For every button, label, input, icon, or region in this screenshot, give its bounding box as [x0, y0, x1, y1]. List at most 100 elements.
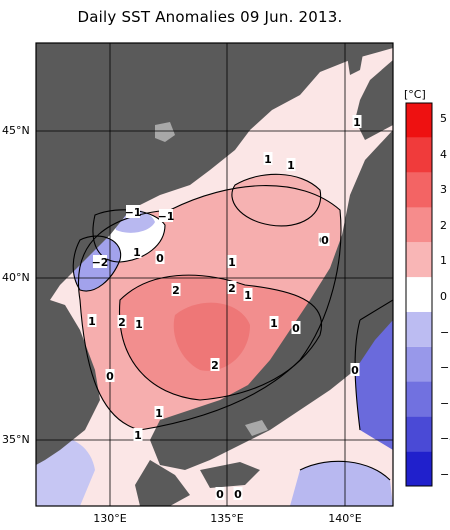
contour-label: 0	[156, 252, 164, 265]
contour-north	[231, 173, 322, 227]
contour-label-bg	[320, 233, 330, 246]
map-title: Daily SST Anomalies 09 Jun. 2013.	[77, 8, 343, 26]
colorbar-tick-label: 3	[440, 183, 447, 197]
colorbar-swatch	[406, 137, 432, 173]
contour-minus2	[72, 235, 122, 292]
contour-plus1	[78, 185, 342, 431]
contour-label-bg	[87, 314, 97, 327]
land-sakhalin	[345, 43, 365, 75]
colorbar-tick-label: 1	[440, 254, 447, 268]
contour-label: 1	[135, 318, 143, 331]
contour-label-bg	[93, 255, 107, 268]
contour-label-bg	[210, 358, 220, 371]
lat-label-35n: 35°N	[2, 433, 30, 446]
contour-label: −1	[158, 210, 175, 223]
contour-label: 0	[234, 488, 242, 501]
contour-label-bg	[154, 406, 164, 419]
land-shikoku	[200, 462, 260, 488]
colorbar-tick-label: 4	[440, 147, 447, 161]
colorbar-swatch	[406, 381, 432, 417]
contour-label-bg	[117, 315, 127, 328]
colorbar	[405, 102, 433, 487]
contour-label: 1	[244, 289, 252, 302]
contour-label-bg	[126, 205, 140, 218]
colorbar-tick-label: −4	[440, 432, 450, 446]
contour-label-bg	[155, 251, 165, 264]
lon-label-130e: 130°E	[93, 512, 127, 525]
colorbar-swatch	[406, 311, 432, 347]
colorbar-tick-label: 2	[440, 218, 447, 232]
contour-label: 1	[134, 429, 142, 442]
colorbar-swatch	[406, 103, 432, 138]
contour-south	[299, 460, 391, 481]
graticule	[36, 43, 393, 506]
map-frame	[35, 42, 394, 507]
contour-label-bg	[286, 158, 296, 171]
contour-label: 2	[172, 284, 180, 297]
contour-label-bg	[105, 369, 115, 382]
contour-label: 2	[228, 282, 236, 295]
contour-label: 1	[353, 116, 361, 129]
contour-label: 1	[264, 153, 272, 166]
colorbar-swatch	[406, 207, 432, 243]
contour-label: 1	[155, 407, 163, 420]
anomaly-region-plus3	[173, 302, 250, 371]
contour-label-bg	[291, 321, 301, 334]
land-honshu	[150, 130, 393, 470]
contour-label-bg	[159, 209, 173, 222]
contour-label-bg	[171, 283, 181, 296]
contour-label: 0	[106, 370, 114, 383]
colorbar-swatch	[406, 416, 432, 452]
contour-label: 1	[133, 246, 141, 259]
landmass	[36, 43, 393, 506]
contour-label-bg	[227, 255, 237, 268]
colorbar-swatch	[406, 277, 432, 312]
contour-label: 2	[211, 359, 219, 372]
contour-label: 0	[321, 234, 329, 247]
colorbar-tick-label: 0	[440, 290, 447, 303]
contour-label: 1	[270, 317, 278, 330]
contour-label: 1	[88, 315, 96, 328]
contour-label: 0	[216, 488, 224, 501]
contour-label: 0	[351, 364, 359, 377]
contour-label-bg	[132, 245, 142, 258]
contour-label-bg	[352, 115, 362, 128]
anomaly-region-south-cold	[290, 461, 393, 506]
colorbar-tick-label: −1	[440, 325, 450, 339]
contour-label-bg	[350, 363, 360, 376]
lake-biwa	[245, 420, 268, 436]
contour-plus2	[118, 274, 323, 401]
contour-label-bg	[243, 288, 253, 301]
contour-label-bg	[269, 316, 279, 329]
contour-label-bg	[133, 428, 143, 441]
colorbar-tick-label: 5	[440, 112, 447, 125]
colorbar-tick-label: −3	[440, 396, 450, 410]
colorbar-swatch	[406, 242, 432, 278]
contour-label: 0	[292, 322, 300, 335]
colorbar-tick-label: −5	[440, 468, 450, 481]
land-mainland	[36, 43, 393, 465]
contour-labels: 111−1−1−210012211121002110000	[87, 115, 362, 501]
colorbar-unit: [°C]	[404, 88, 426, 101]
lon-label-135e: 135°E	[210, 512, 244, 525]
land-kyushu	[135, 460, 190, 506]
contour-label-bg	[233, 487, 243, 500]
colorbar-swatch	[406, 346, 432, 382]
contour-label: 1	[287, 159, 295, 172]
lake-khanka	[155, 122, 175, 142]
contour-label: 1	[228, 256, 236, 269]
contour-label: −1	[125, 206, 142, 219]
lon-label-140e: 140°E	[328, 512, 362, 525]
colorbar-tick-label: −2	[440, 361, 450, 375]
contour-label-bg	[227, 281, 237, 294]
anomaly-region-north	[231, 174, 321, 226]
colorbar-swatch	[406, 172, 432, 208]
lat-label-45n: 45°N	[2, 124, 30, 137]
contour-label: 2	[118, 316, 126, 329]
contour-label-bg	[263, 152, 273, 165]
lat-label-40n: 40°N	[2, 271, 30, 284]
contour-label-bg	[215, 487, 225, 500]
colorbar-swatch	[406, 451, 432, 486]
contour-label-bg	[134, 317, 144, 330]
